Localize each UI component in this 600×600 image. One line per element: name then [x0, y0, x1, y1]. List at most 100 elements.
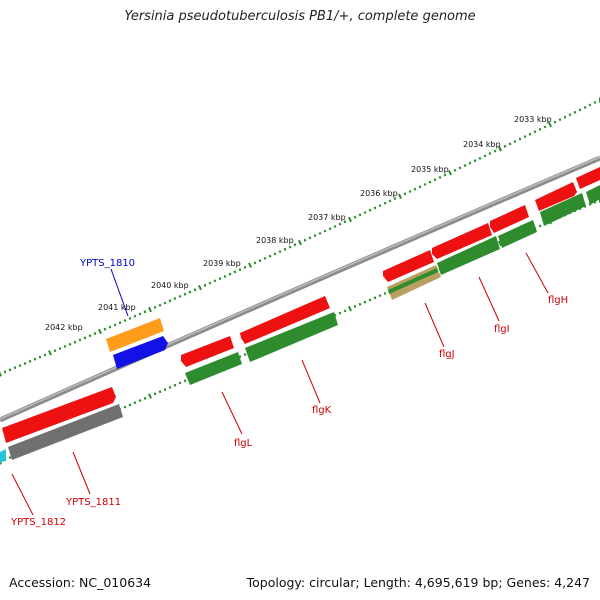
scale-tick — [138, 398, 142, 403]
scale-tick — [503, 144, 507, 148]
gene-next-forward[interactable] — [535, 182, 577, 211]
scale-tick — [213, 279, 217, 283]
gene-flgI-forward[interactable] — [432, 223, 492, 259]
gene-label-flgH[interactable]: flgH — [548, 295, 568, 306]
scale-tick — [493, 149, 497, 153]
gene-flgL-reverse[interactable] — [185, 352, 242, 385]
kbp-label: 2033 kbp — [514, 115, 552, 124]
scale-tick — [83, 336, 87, 340]
gene-ypts1811-forward[interactable] — [2, 387, 116, 443]
kbp-label: 2037 kbp — [308, 213, 346, 222]
scale-tick — [368, 298, 372, 302]
gene-label-ypts1812[interactable]: YPTS_1812 — [10, 517, 66, 528]
scale-tick — [108, 325, 112, 329]
scale-tick — [13, 366, 17, 370]
scale-tick — [228, 272, 232, 276]
scale-tick — [338, 311, 342, 315]
scale-tick — [458, 166, 462, 170]
scale-tick — [248, 262, 252, 268]
scale-tick — [78, 338, 82, 342]
scale-tick — [363, 300, 367, 304]
scale-tick — [453, 168, 457, 172]
gene-ypts1811-pseudo[interactable] — [8, 404, 123, 460]
gene-edge-forward[interactable] — [576, 167, 600, 189]
scale-tick — [378, 204, 382, 208]
scale-tick — [468, 161, 472, 165]
gene-flgH-reverse[interactable] — [498, 220, 537, 248]
gene-label-flgI[interactable]: flgI — [494, 324, 510, 335]
kbp-label: 2038 kbp — [256, 236, 294, 245]
scale-tick — [198, 284, 202, 291]
scale-tick — [573, 110, 577, 114]
scale-tick — [353, 215, 357, 219]
kbp-label: 2039 kbp — [203, 259, 241, 268]
scale-tick — [173, 297, 177, 301]
kbp-label: 2041 kbp — [98, 303, 136, 312]
gene-flgJ-forward[interactable] — [383, 250, 434, 282]
scale-tick — [168, 385, 172, 389]
scale-tick — [243, 352, 247, 357]
scale-tick — [347, 216, 353, 223]
accession-text: Accession: NC_010634 — [9, 575, 152, 590]
kbp-label: 2035 kbp — [411, 165, 449, 174]
scale-tick — [123, 318, 127, 323]
scale-tick — [303, 238, 307, 242]
gene-ypts1810-blue[interactable] — [113, 336, 168, 369]
gene-label-ypts1811[interactable]: YPTS_1811 — [65, 497, 121, 508]
scale-tick — [268, 254, 272, 258]
scale-tick — [0, 371, 2, 377]
scale-tick — [0, 459, 2, 465]
scale-tick — [413, 187, 417, 191]
scale-tick — [233, 270, 237, 274]
scale-tick — [38, 355, 42, 359]
gene-next-reverse[interactable] — [540, 193, 586, 226]
scale-tick — [523, 135, 527, 139]
scale-tick — [383, 291, 387, 295]
scale-tick — [48, 350, 52, 356]
gene-flgL-forward[interactable] — [181, 336, 234, 367]
kbp-label: 2042 kbp — [45, 323, 83, 332]
gene-label-ypts1810[interactable]: YPTS_1810 — [79, 258, 135, 269]
scale-tick — [328, 227, 332, 231]
scale-tick — [448, 169, 452, 176]
scale-tick — [358, 213, 362, 217]
scale-labels: 2033 kbp 2034 kbp 2035 kbp 2036 kbp 2037… — [45, 115, 552, 332]
scale-tick — [488, 151, 492, 156]
scale-tick — [278, 250, 282, 254]
gene-edge-reverse[interactable] — [586, 185, 600, 205]
scale-tick — [183, 292, 187, 296]
gene-ypts1812[interactable] — [0, 449, 6, 463]
kbp-label: 2040 kbp — [151, 281, 189, 290]
gene-label-flgK[interactable]: flgK — [312, 405, 332, 416]
gene-label-flgL[interactable]: flgL — [234, 438, 253, 449]
scale-tick — [73, 340, 77, 344]
scale-tick — [593, 100, 597, 104]
scale-tick — [528, 132, 532, 136]
scale-tick — [203, 283, 207, 287]
scale-tick — [103, 327, 107, 331]
scale-tick — [18, 364, 22, 368]
scale-tick — [138, 312, 142, 316]
gene-flgK-forward[interactable] — [240, 296, 330, 344]
scale-tick — [163, 388, 167, 392]
gene-flgH-forward[interactable] — [490, 205, 529, 233]
scale-tick — [243, 265, 247, 269]
scale-tick — [188, 290, 192, 294]
scale-tick — [178, 294, 182, 298]
scale-tick — [253, 261, 257, 265]
scale-tick — [398, 193, 402, 199]
gene-flgI-reverse[interactable] — [437, 236, 500, 275]
gene-flgJ-reverse-inner — [388, 268, 438, 294]
scale-tick — [28, 359, 32, 363]
scale-tick — [153, 392, 157, 396]
scale-tick — [428, 180, 432, 184]
scale-tick — [183, 379, 187, 383]
gene-flgK-reverse[interactable] — [245, 312, 338, 362]
gene-ypts1810-orange[interactable] — [106, 318, 164, 352]
scale-tick — [588, 103, 592, 107]
genome-summary-text: Topology: circular; Length: 4,695,619 bp… — [246, 575, 590, 590]
kbp-label: 2034 kbp — [463, 140, 501, 149]
scale-tick — [148, 306, 152, 313]
gene-label-flgJ[interactable]: flgJ — [439, 349, 455, 360]
scale-tick — [578, 108, 582, 112]
